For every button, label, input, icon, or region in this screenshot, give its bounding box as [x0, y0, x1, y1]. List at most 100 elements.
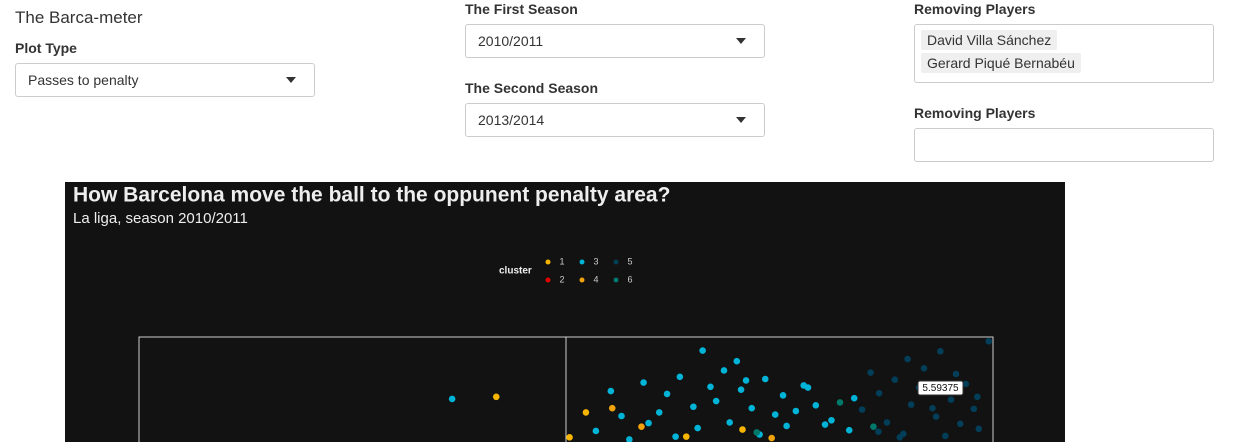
point	[904, 355, 911, 363]
point	[663, 390, 671, 398]
point	[800, 382, 807, 389]
point	[640, 379, 647, 386]
control-label: Removing Players	[914, 105, 1036, 121]
point	[448, 395, 456, 403]
point	[891, 376, 899, 383]
point	[907, 401, 915, 408]
caret	[736, 117, 746, 123]
point	[638, 423, 645, 430]
point	[858, 406, 866, 413]
point	[712, 397, 720, 405]
point	[956, 420, 964, 428]
point	[779, 392, 787, 399]
legend-swatch	[579, 277, 585, 283]
chart-title: How Barcelona move the ball to the oppun…	[73, 184, 670, 207]
point	[836, 399, 844, 406]
point	[739, 426, 746, 433]
point	[821, 421, 829, 428]
point	[962, 380, 970, 388]
point	[812, 402, 820, 409]
point	[672, 433, 679, 440]
point	[937, 347, 944, 355]
point	[783, 422, 790, 430]
point	[645, 419, 652, 427]
point	[970, 405, 978, 413]
point	[694, 424, 701, 432]
point	[867, 369, 874, 376]
control-label: The Second Season	[465, 80, 599, 96]
point	[592, 427, 600, 435]
point	[707, 383, 714, 391]
point	[676, 373, 684, 381]
point	[771, 411, 779, 418]
legend-swatch	[545, 259, 551, 265]
point	[952, 370, 960, 378]
point	[618, 412, 625, 420]
select-value: 2013/2014	[478, 112, 545, 128]
point	[974, 393, 981, 401]
control-label: Removing Players	[914, 1, 1036, 17]
legend-label: 5	[627, 256, 632, 266]
legend-label: 2	[559, 274, 564, 284]
point	[690, 403, 697, 411]
point	[748, 404, 756, 412]
control-label: The First Season	[465, 1, 578, 17]
legend-label: 3	[593, 256, 598, 266]
point	[699, 347, 706, 354]
point	[582, 409, 590, 416]
point	[870, 423, 877, 430]
chip[interactable]: David Villa Sánchez	[921, 30, 1058, 50]
select[interactable]: 2013/2014	[465, 103, 765, 137]
point	[720, 367, 728, 374]
point	[875, 428, 882, 435]
point	[932, 413, 940, 421]
select[interactable]: Passes to penalty	[15, 63, 315, 97]
multi-select[interactable]: David Villa Sánchez Gerard Piqué Bernabéu	[914, 24, 1214, 83]
point	[566, 434, 573, 441]
select-value: 2010/2011	[478, 33, 544, 49]
legend-label: 4	[593, 274, 598, 284]
legend-title: cluster	[499, 266, 532, 277]
tooltip-box	[917, 380, 964, 396]
chart: How Barcelona move the ball to the oppun…	[65, 182, 1065, 442]
legend-label: 1	[559, 256, 564, 266]
point	[742, 377, 750, 384]
chip[interactable]: Gerard Piqué Bernabéu	[921, 53, 1081, 73]
point	[896, 434, 904, 441]
point	[975, 425, 983, 433]
point	[845, 426, 853, 434]
point	[492, 393, 500, 401]
point	[883, 419, 891, 426]
point	[828, 416, 835, 424]
legend-swatch	[613, 277, 619, 283]
legend-swatch	[613, 259, 619, 265]
select[interactable]: 2010/2011	[465, 24, 765, 58]
point	[753, 429, 761, 436]
select-value: Passes to penalty	[28, 72, 139, 88]
point	[761, 375, 769, 383]
control-label: Plot Type	[15, 40, 77, 56]
caret	[736, 38, 746, 44]
point	[850, 394, 858, 402]
caret	[286, 77, 296, 83]
tooltip: 5.59375	[922, 383, 959, 394]
point	[608, 404, 616, 412]
app-title: The Barca-meter	[15, 8, 143, 27]
multi-select[interactable]	[914, 128, 1214, 162]
legend-swatch	[579, 259, 585, 265]
point	[733, 357, 741, 365]
point	[920, 365, 928, 372]
legend-label: 6	[627, 274, 632, 284]
point	[947, 396, 955, 403]
point	[875, 389, 883, 397]
point	[768, 434, 775, 442]
point	[607, 387, 615, 395]
point	[726, 419, 733, 426]
point	[792, 407, 800, 415]
chart-subtitle: La liga, season 2010/2011	[73, 210, 248, 227]
legend-swatch	[545, 277, 551, 283]
point	[626, 436, 633, 442]
point	[929, 404, 936, 412]
point	[655, 409, 663, 416]
